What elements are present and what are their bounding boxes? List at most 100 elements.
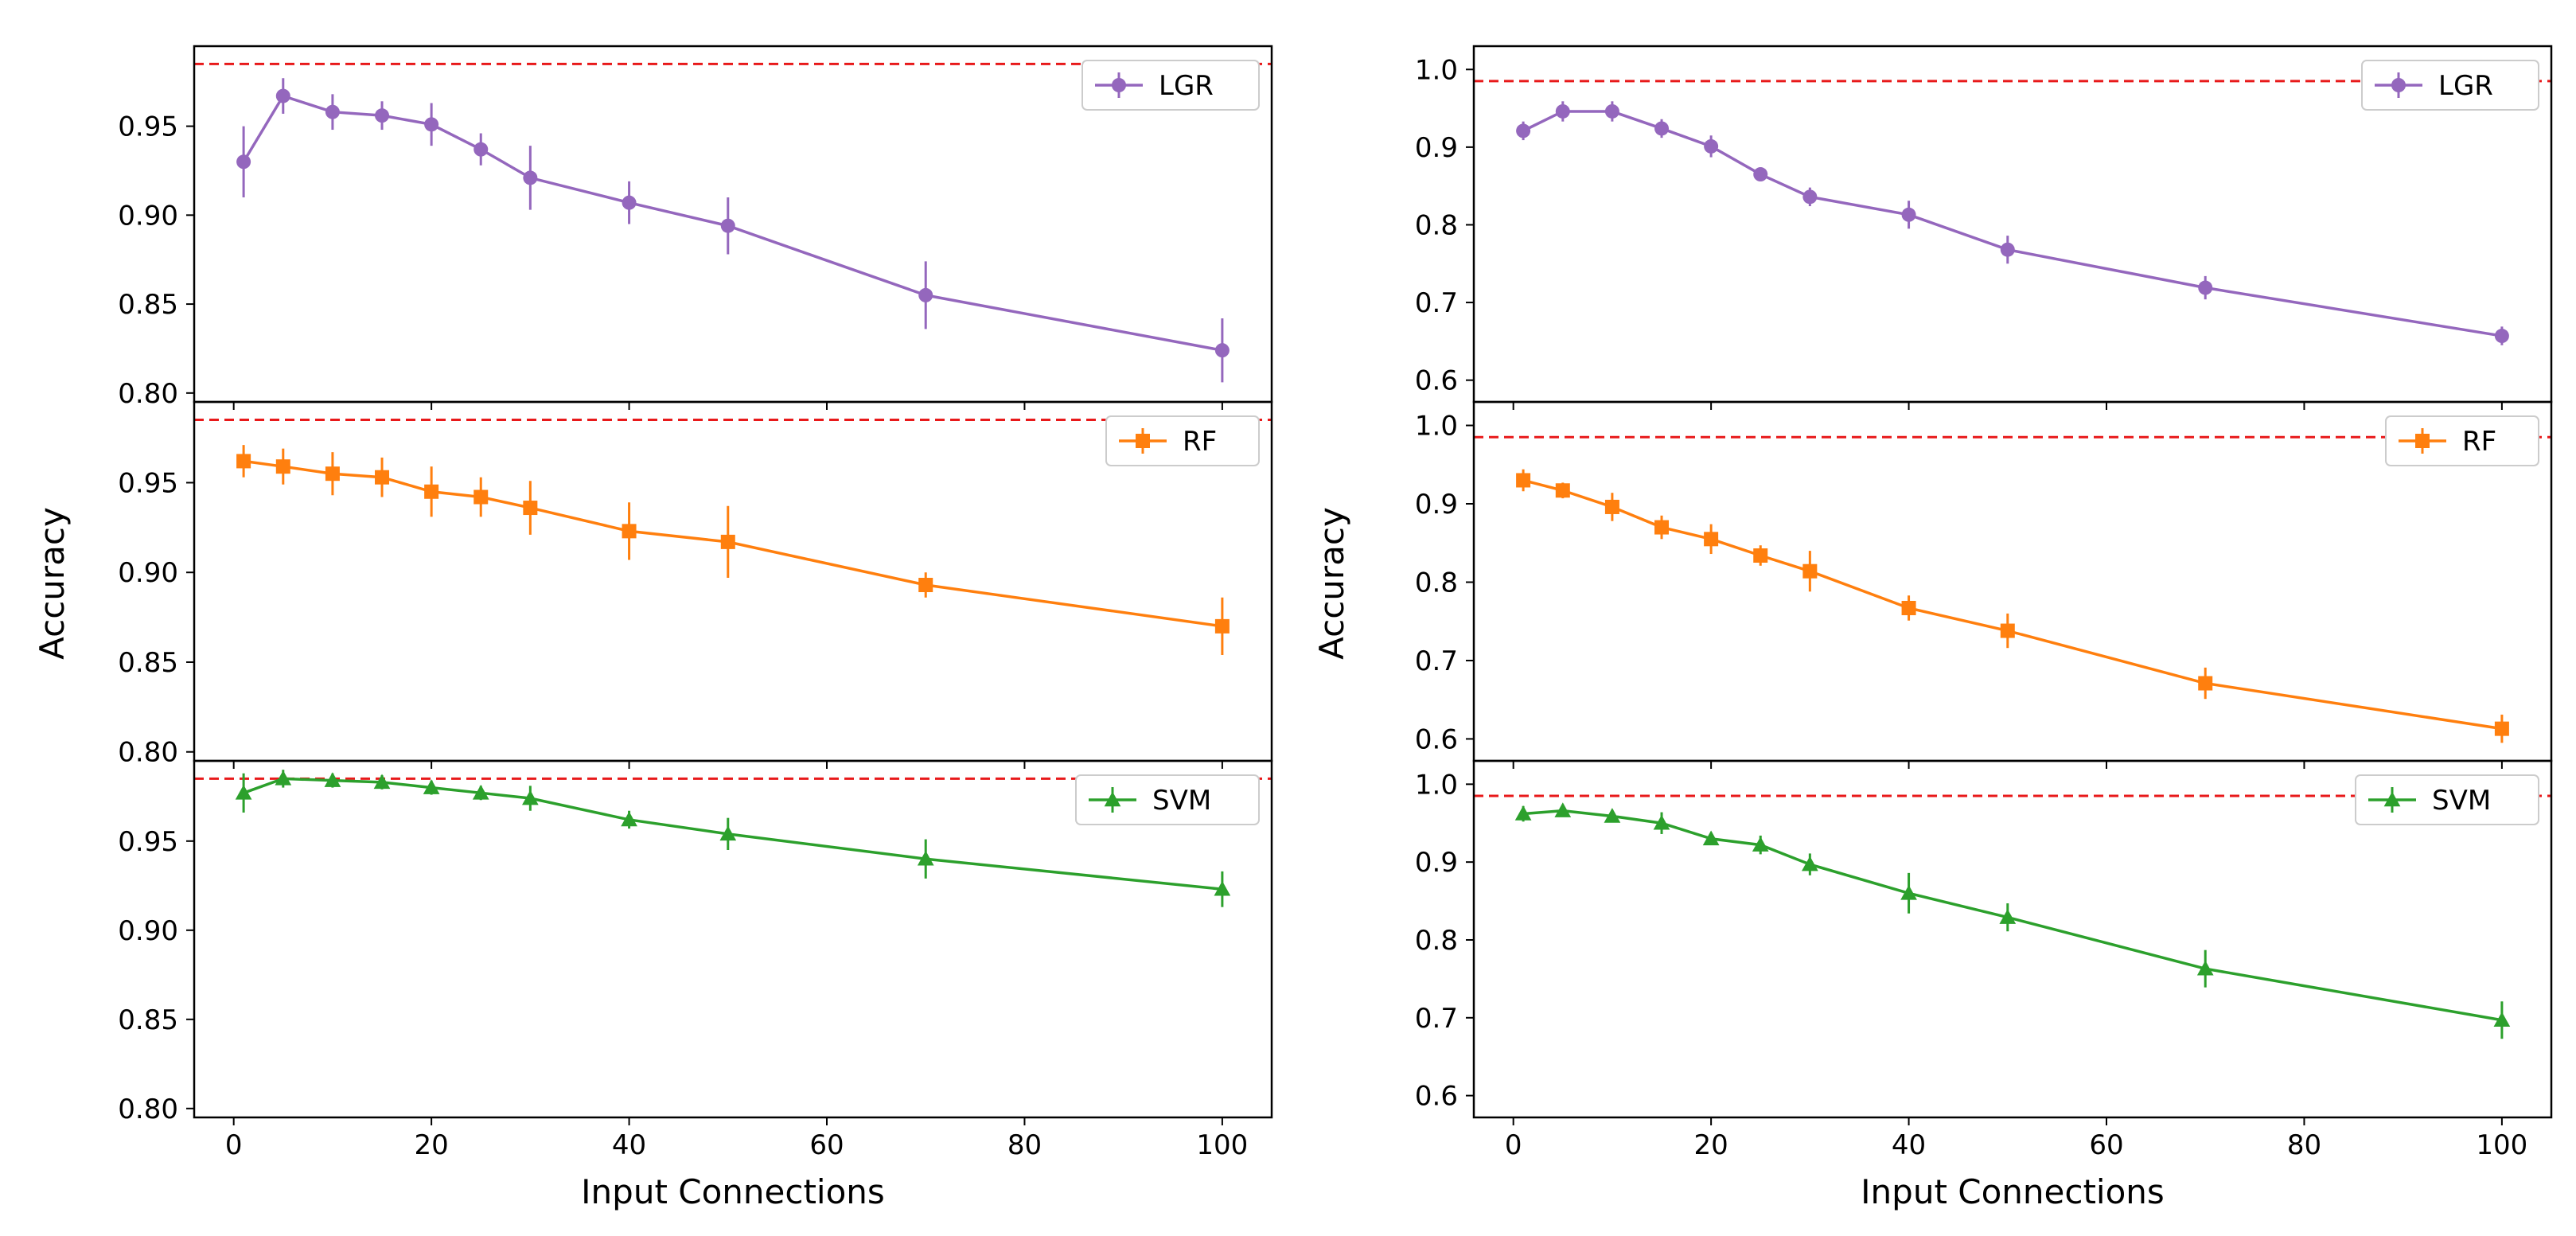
right-svm-legend-box [2355,774,2539,825]
left-lgr-data-point [1214,343,1230,358]
right-svm-data-point [2493,1012,2511,1027]
right-rf-legend-box [2385,415,2539,466]
right-xtick-label: 20 [1693,1129,1728,1161]
right-rf-data-point [2494,721,2509,736]
left-rf-legend-box [1105,415,1260,466]
left-rf-data-point [622,524,637,539]
left-rf-data-point [1214,618,1230,634]
right-lgr-data-point [1802,189,1818,205]
right-svm-data-point [1514,805,1532,821]
right-lgr-data-point [1901,207,1916,222]
right-xtick-label: 60 [2089,1129,2123,1161]
right-rf-data-point [1555,483,1570,498]
right-rf-ytick-label: 0.9 [1415,489,1458,521]
right-svm-data-point [1554,802,1572,817]
right-lgr-ytick-label: 0.8 [1415,209,1458,241]
left-rf-data-point [918,578,933,593]
left-rf-data-point [275,459,290,474]
right-svm-ytick-label: 0.8 [1415,925,1458,957]
right-svm-frame [1472,759,2553,1119]
left-svm-ytick-label: 0.85 [118,1004,178,1036]
right-svm-data-point [1752,836,1769,852]
left-lgr-data-point [918,287,933,302]
left-svm-data-point [917,850,934,866]
left-rf-data-point [236,454,251,469]
right-lgr-data-point [1753,167,1768,182]
right-rf-legend-marker [2415,434,2430,448]
right-svm-data-point [1801,856,1818,871]
right-lgr-data-point [1604,103,1619,119]
left-lgr-data-point [474,142,489,157]
left-lgr-data-point [275,88,290,103]
right-rf-data-point [1654,520,1670,535]
left-svm-panel: 0.80 0.85 0.90 0.95 0 20 40 60 80 100 SVM [118,759,1273,1161]
left-svm-legend-marker [1104,791,1121,807]
right-lgr-legend-marker [2391,78,2406,92]
left-svm-frame [193,759,1273,1119]
left-svm-legend-box [1075,774,1260,825]
left-rf-data-point [375,470,390,485]
left-lgr-data-point [424,117,439,132]
left-y-axis-label: Accuracy [33,507,72,660]
right-y-axis-label: Accuracy [1312,507,1351,660]
right-xtick-label: 40 [1892,1129,1926,1161]
right-svm-panel: 0.6 0.7 0.8 0.9 1.0 0 20 40 60 80 100 SVM [1415,759,2553,1161]
left-lgr-ytick-label: 0.80 [118,378,178,410]
right-xtick-label: 100 [2476,1129,2527,1161]
left-lgr-data-point [523,170,538,185]
right-rf-data-point [2198,676,2213,691]
left-svm-data-point [521,790,539,805]
right-lgr-ytick-label: 1.0 [1415,54,1458,86]
right-svm-data-point [1604,808,1621,823]
right-rf-data-point [1704,532,1719,547]
left-svm-data-point [621,811,637,827]
right-lgr-series-line [1522,110,2503,337]
right-rf-data-point [2000,623,2015,638]
left-rf-data-point [325,466,340,482]
left-svm-data-point [373,774,391,790]
right-svm-data-point [1653,814,1670,830]
right-lgr-data-point [2000,242,2015,257]
right-svm-ytick-label: 1.0 [1415,769,1458,801]
left-svm-ytick-label: 0.80 [118,1094,178,1125]
right-rf-ytick-label: 0.8 [1415,567,1458,599]
right-svm-data-point [1702,830,1720,846]
left-xtick-label: 100 [1196,1129,1248,1161]
right-rf-data-point [1901,600,1916,615]
left-svm-ytick-label: 0.95 [118,826,178,858]
right-lgr-data-point [1516,123,1531,138]
left-svm-data-point [324,772,341,787]
left-xtick-label: 40 [612,1129,646,1161]
left-svm-data-point [423,779,440,794]
left-svm-data-point [275,770,292,786]
right-rf-ytick-label: 1.0 [1415,411,1458,443]
right-lgr-data-point [2494,329,2509,344]
right-lgr-data-point [2198,280,2213,295]
left-xtick-label: 80 [1007,1129,1042,1161]
right-rf-data-point [1516,473,1531,488]
right-rf-legend-label: RF [2462,426,2496,458]
right-xtick-label: 80 [2287,1129,2321,1161]
left-svm-legend-label: SVM [1152,785,1211,817]
right-svm-series-line [1522,809,2503,1022]
right-lgr-ytick-label: 0.9 [1415,132,1458,164]
left-lgr-legend-marker [1112,78,1126,92]
left-xtick-label: 20 [414,1129,448,1161]
right-rf-data-point [1802,563,1818,579]
right-rf-data-point [1753,548,1768,563]
left-lgr-panel: 0.80 0.85 0.90 0.95 LGR [118,45,1273,410]
left-rf-panel: 0.80 0.85 0.90 0.95 RF [118,400,1273,769]
right-rf-ytick-label: 0.6 [1415,723,1458,755]
left-x-axis-label: Input Connections [581,1172,885,1211]
right-rf-series-line [1522,478,2503,731]
left-lgr-ytick-label: 0.85 [118,289,178,321]
left-rf-data-point [523,501,538,516]
right-lgr-data-point [1654,121,1670,136]
right-lgr-data-point [1555,103,1570,119]
right-lgr-legend-box [2361,60,2539,111]
left-lgr-legend-label: LGR [1159,70,1214,102]
left-lgr-data-point [622,195,637,210]
left-lgr-data-point [720,218,735,233]
left-rf-ytick-label: 0.95 [118,467,178,499]
